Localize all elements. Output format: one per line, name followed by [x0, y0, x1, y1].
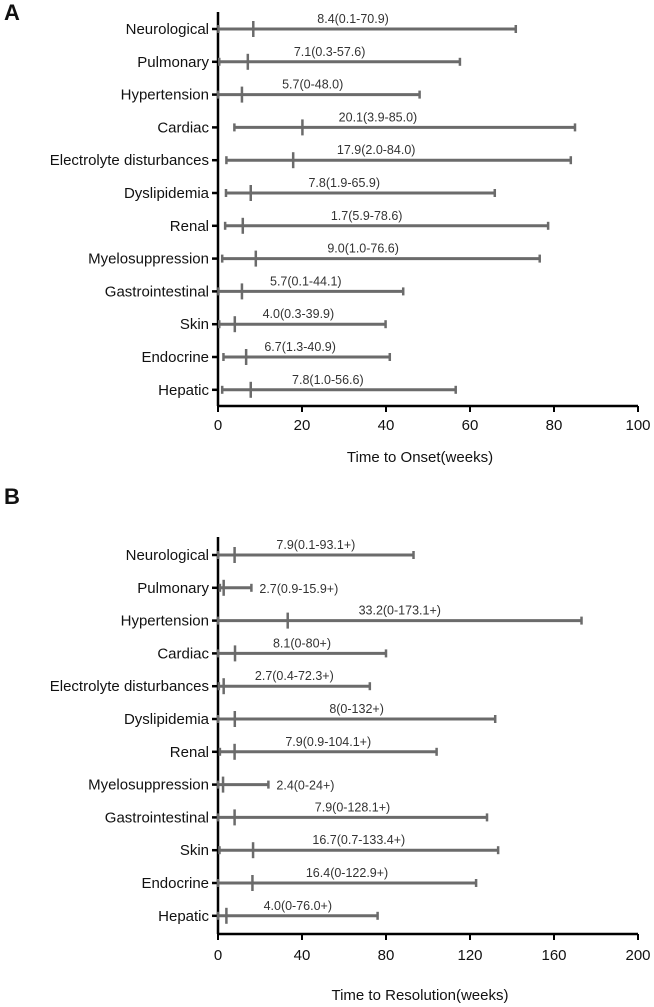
range-annotation: 2.4(0-24+) [276, 779, 334, 793]
panel-b-resolution-chart: 0 40 80 120 160 200 Time to Resolution(weeks) N… [50, 537, 651, 1004]
range-annotation: 2.7(0.9-15.9+) [259, 582, 338, 596]
range-row: Hypertension 33.2(0-173.1+) [121, 604, 583, 630]
category-label: Hepatic [158, 908, 209, 925]
range-row: Hypertension 5.7(0-48.0) [121, 78, 421, 104]
range-annotation: 17.9(2.0-84.0) [337, 143, 416, 157]
range-row: Renal 7.9(0.9-104.1+) [170, 735, 438, 761]
range-annotation: 7.9(0.1-93.1+) [276, 538, 355, 552]
panel-b-letter: B [4, 484, 20, 509]
range-annotation: 4.0(0-76.0+) [264, 899, 332, 913]
range-row: Cardiac 8.1(0-80+) [157, 636, 388, 662]
range-annotation: 16.7(0.7-133.4+) [312, 833, 405, 847]
range-row: Electrolyte disturbances 2.7(0.4-72.3+) [50, 669, 372, 695]
category-label: Neurological [126, 21, 209, 38]
x-tick-label: 20 [294, 417, 311, 434]
range-annotation: 7.8(1.0-56.6) [292, 373, 364, 387]
category-label: Pulmonary [137, 580, 209, 597]
x-tick-label: 0 [214, 417, 222, 434]
category-label: Pulmonary [137, 54, 209, 71]
range-annotation: 5.7(0.1-44.1) [270, 274, 342, 288]
range-row: Renal 1.7(5.9-78.6) [170, 209, 550, 235]
x-tick-label: 40 [294, 947, 311, 964]
range-row: Hepatic 4.0(0-76.0+) [158, 899, 379, 925]
x-tick-label: 100 [625, 417, 650, 434]
category-label: Hepatic [158, 382, 209, 399]
range-annotation: 7.1(0.3-57.6) [294, 45, 366, 59]
range-annotation: 4.0(0.3-39.9) [263, 307, 335, 321]
range-annotation: 20.1(3.9-85.0) [339, 110, 418, 124]
range-row: Electrolyte disturbances 17.9(2.0-84.0) [50, 143, 573, 169]
range-row: Pulmonary 7.1(0.3-57.6) [137, 45, 462, 71]
category-label: Gastrointestinal [105, 283, 209, 300]
category-label: Myelosuppression [88, 251, 209, 268]
range-row: Endocrine 16.4(0-122.9+) [141, 866, 478, 892]
panel-a-letter: A [4, 0, 20, 25]
category-label: Myelosuppression [88, 777, 209, 794]
range-annotation: 9.0(1.0-76.6) [327, 242, 399, 256]
range-row: Dyslipidemia 8(0-132+) [124, 702, 497, 728]
range-row: Pulmonary 2.7(0.9-15.9+) [137, 579, 338, 597]
range-row: Skin 4.0(0.3-39.9) [180, 307, 387, 333]
range-annotation: 7.8(1.9-65.9) [308, 176, 380, 190]
x-axis-title: Time to Resolution(weeks) [331, 987, 508, 1004]
panel-a-onset-chart: 0 20 40 60 80 100 Time to Onset(weeks) Neurolog… [50, 12, 651, 466]
range-annotation: 7.9(0.9-104.1+) [285, 735, 371, 749]
range-annotation: 1.7(5.9-78.6) [331, 209, 403, 223]
x-tick-label: 120 [457, 947, 482, 964]
category-label: Dyslipidemia [124, 185, 210, 202]
range-annotation: 2.7(0.4-72.3+) [255, 669, 334, 683]
range-annotation: 6.7(1.3-40.9) [264, 340, 336, 354]
x-tick-label: 160 [541, 947, 566, 964]
range-row: Hepatic 7.8(1.0-56.6) [158, 373, 457, 399]
category-label: Skin [180, 842, 209, 859]
category-label: Hypertension [121, 613, 209, 630]
category-label: Renal [170, 218, 209, 235]
range-annotation: 8.4(0.1-70.9) [317, 12, 389, 26]
x-tick-label: 80 [378, 947, 395, 964]
category-label: Skin [180, 316, 209, 333]
range-annotation: 8(0-132+) [329, 702, 384, 716]
category-label: Neurological [126, 547, 209, 564]
category-label: Electrolyte disturbances [50, 152, 209, 169]
range-annotation: 16.4(0-122.9+) [306, 866, 388, 880]
range-row: Neurological 8.4(0.1-70.9) [126, 12, 518, 38]
category-label: Endocrine [141, 349, 209, 366]
x-tick-label: 200 [625, 947, 650, 964]
range-row: Gastrointestinal 7.9(0-128.1+) [105, 800, 489, 826]
category-label: Renal [170, 744, 209, 761]
range-row: Skin 16.7(0.7-133.4+) [180, 833, 500, 859]
x-tick-label: 80 [546, 417, 563, 434]
range-annotation: 5.7(0-48.0) [282, 78, 343, 92]
category-label: Electrolyte disturbances [50, 678, 209, 695]
category-label: Endocrine [141, 875, 209, 892]
x-tick-label: 40 [378, 417, 395, 434]
range-row: Myelosuppression 9.0(1.0-76.6) [88, 242, 541, 268]
x-tick-label: 0 [214, 947, 222, 964]
category-label: Cardiac [157, 645, 209, 662]
x-axis-title: Time to Onset(weeks) [347, 449, 493, 466]
range-row: Cardiac 20.1(3.9-85.0) [157, 110, 577, 136]
range-row: Gastrointestinal 5.7(0.1-44.1) [105, 274, 405, 300]
range-annotation: 33.2(0-173.1+) [359, 604, 441, 618]
range-row: Endocrine 6.7(1.3-40.9) [141, 340, 392, 366]
range-row: Myelosuppression 2.4(0-24+) [88, 776, 334, 794]
category-label: Hypertension [121, 87, 209, 104]
category-label: Cardiac [157, 119, 209, 136]
range-row: Neurological 7.9(0.1-93.1+) [126, 538, 415, 564]
category-label: Dyslipidemia [124, 711, 210, 728]
range-annotation: 7.9(0-128.1+) [315, 800, 390, 814]
range-row: Dyslipidemia 7.8(1.9-65.9) [124, 176, 497, 202]
category-label: Gastrointestinal [105, 809, 209, 826]
range-annotation: 8.1(0-80+) [273, 636, 331, 650]
x-tick-label: 60 [462, 417, 479, 434]
